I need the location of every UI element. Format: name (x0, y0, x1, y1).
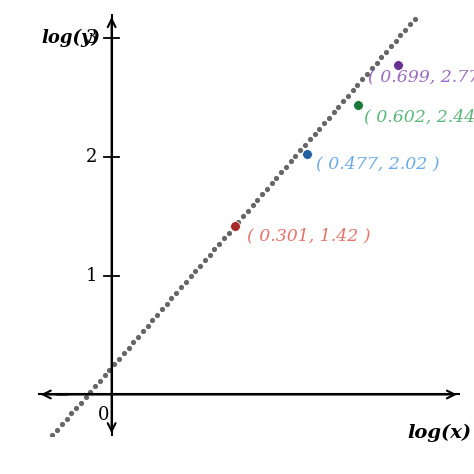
Point (320, 119, 328, 127)
Point (383, 48, 390, 55)
Point (39, 443, 46, 450)
Point (301, 141, 309, 149)
Point (106, 366, 113, 374)
Point (77, 399, 85, 406)
Point (144, 322, 151, 329)
Point (154, 311, 161, 319)
Point (387, 43, 395, 50)
Point (287, 158, 294, 165)
Text: 0: 0 (98, 406, 109, 424)
Point (344, 92, 352, 100)
Point (44, 437, 51, 445)
Point (115, 355, 123, 363)
Point (87, 388, 94, 395)
Point (296, 146, 304, 154)
Point (249, 201, 256, 209)
Text: ( 0.301, 1.42 ): ( 0.301, 1.42 ) (247, 227, 370, 244)
Point (163, 300, 171, 308)
Point (129, 338, 137, 346)
Point (349, 86, 356, 94)
Point (73, 404, 80, 412)
Point (187, 273, 194, 280)
Point (225, 229, 233, 237)
Point (96, 377, 104, 384)
Point (206, 251, 213, 258)
Point (254, 196, 261, 203)
Point (325, 114, 333, 121)
Point (125, 344, 132, 352)
Text: ( 0.699, 2.77 ): ( 0.699, 2.77 ) (368, 69, 474, 86)
Point (48, 432, 56, 439)
Point (63, 415, 70, 423)
Point (368, 64, 375, 72)
Point (235, 218, 242, 226)
Point (392, 37, 400, 45)
Point (120, 349, 128, 357)
Point (277, 169, 285, 176)
Point (91, 383, 99, 390)
Point (220, 234, 228, 242)
Text: log(x): log(x) (407, 424, 471, 442)
Point (273, 174, 280, 182)
Point (378, 54, 385, 61)
Point (363, 70, 371, 78)
Point (239, 212, 247, 220)
Text: ( 0.477, 2.02 ): ( 0.477, 2.02 ) (317, 155, 440, 173)
Point (282, 163, 290, 171)
Point (210, 246, 218, 253)
Point (168, 295, 175, 302)
Text: ( 0.602, 2.44 ): ( 0.602, 2.44 ) (364, 108, 474, 125)
Point (306, 136, 314, 143)
Point (244, 207, 252, 215)
Point (82, 393, 90, 401)
Point (401, 26, 409, 34)
Text: 3: 3 (86, 29, 97, 47)
Point (230, 223, 237, 231)
Point (191, 267, 199, 275)
Point (258, 191, 266, 198)
Point (67, 410, 75, 417)
Point (330, 108, 337, 116)
Point (339, 97, 347, 105)
Point (397, 32, 404, 39)
Text: log(y): log(y) (41, 28, 100, 47)
Point (149, 317, 156, 324)
Point (268, 180, 275, 187)
Point (158, 306, 166, 313)
Point (411, 15, 419, 23)
Point (182, 278, 190, 286)
Point (58, 420, 65, 428)
Point (292, 152, 299, 160)
Point (196, 262, 204, 269)
Point (101, 371, 109, 379)
Point (335, 103, 342, 110)
Point (173, 289, 180, 297)
Point (177, 283, 185, 291)
Point (354, 81, 361, 89)
Point (373, 59, 380, 66)
Text: 2: 2 (86, 148, 97, 166)
Point (316, 125, 323, 132)
Point (406, 20, 414, 28)
Text: 1: 1 (86, 267, 97, 285)
Point (311, 130, 319, 138)
Point (34, 448, 42, 456)
Point (201, 256, 209, 264)
Point (215, 240, 223, 247)
Point (263, 185, 271, 192)
Point (139, 328, 146, 335)
Point (110, 360, 118, 368)
Point (134, 333, 142, 341)
Point (53, 426, 61, 434)
Point (358, 75, 366, 83)
